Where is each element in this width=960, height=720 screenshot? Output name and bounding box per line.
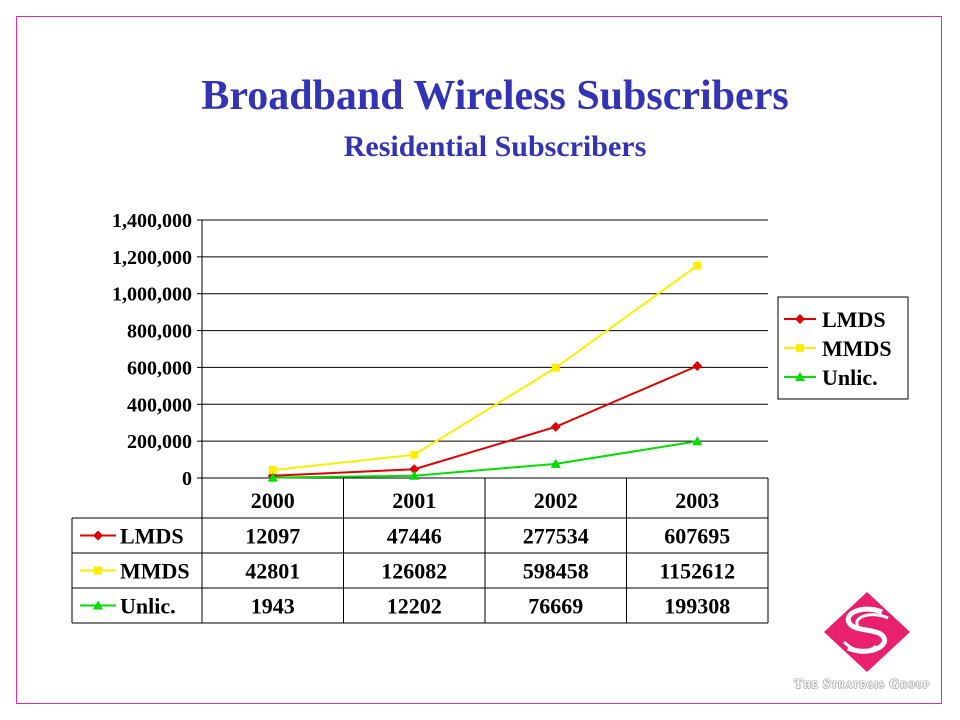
- table-cell-value: 12097: [245, 524, 300, 549]
- y-tick-label: 1,200,000: [112, 247, 192, 269]
- series-line-mmds: [272, 264, 698, 472]
- plot-series: [267, 261, 703, 482]
- x-category-label: 2003: [675, 488, 719, 513]
- y-tick-label: 1,400,000: [112, 210, 192, 232]
- brand-name: The Strategis Group: [794, 676, 930, 691]
- data-table: 2000 2001 2002 2003 LMDS 12097 47446 277534 6076…: [71, 478, 769, 624]
- legend-entry: Unlic.: [822, 365, 878, 390]
- gridlines: [202, 219, 768, 479]
- diamond-marker: [550, 421, 561, 432]
- triangle-marker: [93, 600, 103, 610]
- strategis-logo-icon: [824, 592, 910, 672]
- y-tick-label: 0: [182, 468, 192, 490]
- table-cell-value: 1943: [251, 594, 295, 619]
- table-cell-value: 598458: [523, 559, 589, 584]
- series-line-unlic: [272, 440, 698, 479]
- diamond-marker: [692, 361, 703, 372]
- triangle-marker: [550, 458, 561, 468]
- y-tick-label: 200,000: [127, 431, 192, 453]
- table-cell-value: 42801: [245, 559, 300, 584]
- diamond-marker: [795, 314, 805, 324]
- triangle-marker: [692, 436, 703, 446]
- table-cell-value: 126082: [381, 559, 447, 584]
- x-category-label: 2000: [251, 488, 295, 513]
- series-line-lmds: [272, 365, 698, 477]
- table-cell-value: 76669: [528, 594, 583, 619]
- table-cell-value: 12202: [387, 594, 442, 619]
- square-marker: [796, 344, 804, 352]
- x-category-label: 2001: [392, 488, 436, 513]
- slide-frame: [16, 16, 942, 704]
- table-cell-value: 1152612: [659, 559, 735, 584]
- table-cell-value: 47446: [387, 524, 442, 549]
- legend: LMDS MMDS Unlic.: [777, 296, 909, 400]
- slide-subtitle: Residential Subscribers: [343, 130, 647, 163]
- square-marker: [551, 363, 560, 372]
- diamond-marker: [409, 464, 420, 475]
- table-series-label: Unlic.: [120, 594, 176, 619]
- table-cell-value: 607695: [664, 524, 730, 549]
- y-tick-label: 800,000: [127, 321, 192, 343]
- diamond-marker: [93, 530, 103, 541]
- square-marker: [268, 466, 277, 475]
- slide-title: Broadband Wireless Subscribers: [201, 73, 789, 119]
- table-cell-value: 199308: [664, 594, 730, 619]
- legend-entry: LMDS: [822, 307, 886, 332]
- triangle-marker: [267, 472, 278, 482]
- triangle-marker: [795, 372, 805, 381]
- table-cell-value: 277534: [523, 524, 589, 549]
- square-marker: [410, 450, 419, 459]
- square-marker: [693, 261, 702, 270]
- x-category-label: 2002: [534, 488, 578, 513]
- y-axis: 0 200,000 400,000 600,000 800,000 1,000,000 1,…: [112, 210, 203, 490]
- y-tick-label: 600,000: [127, 357, 192, 379]
- table-series-label: MMDS: [120, 559, 190, 584]
- triangle-marker: [409, 470, 420, 480]
- y-tick-label: 1,000,000: [112, 284, 192, 306]
- legend-entry: MMDS: [822, 336, 892, 361]
- square-marker: [94, 566, 102, 575]
- y-tick-label: 400,000: [127, 394, 192, 416]
- table-series-label: LMDS: [120, 524, 184, 549]
